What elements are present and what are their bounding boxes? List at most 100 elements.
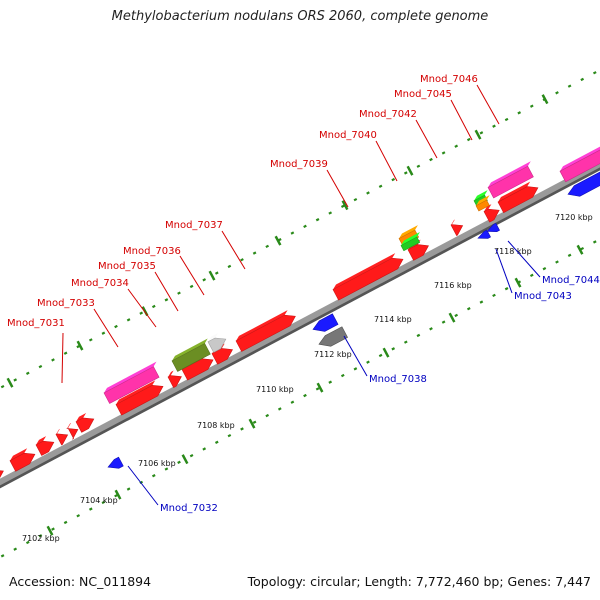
gene-block[interactable] [567, 170, 600, 197]
major-tick-lower [181, 454, 189, 465]
gene-label[interactable]: Mnod_7038 [369, 374, 427, 385]
tick-label: 7106 kbp [138, 459, 176, 468]
tick-dot-lower [315, 387, 320, 391]
label-leader-line [495, 248, 513, 294]
tick-dot-lower [454, 313, 459, 318]
gene-label[interactable]: Mnod_7043 [514, 291, 572, 302]
tick-dot-upper [177, 291, 181, 295]
gene-block-top [484, 204, 492, 212]
gene-block[interactable] [167, 375, 182, 388]
tick-dot-lower [504, 287, 509, 291]
gene-block[interactable] [332, 257, 404, 301]
genome-title: Methylobacterium nodulans ORS 2060, comp… [111, 9, 489, 24]
tick-dot-lower [479, 300, 484, 304]
tick-dot-lower [555, 260, 559, 264]
gene-label[interactable]: Mnod_7031 [7, 318, 65, 329]
major-tick-lower [248, 418, 256, 429]
label-leader-line [93, 308, 119, 348]
tick-dot-lower [252, 420, 257, 424]
gene-label[interactable]: Mnod_7042 [359, 109, 417, 120]
gene-block-top [67, 422, 71, 429]
major-tick-upper [208, 270, 216, 281]
tick-dot-upper [328, 211, 333, 215]
tick-dot-upper [567, 84, 572, 88]
tick-dot-lower [340, 373, 345, 378]
gene-block[interactable] [171, 343, 211, 372]
tick-dot-upper [340, 204, 345, 208]
gene-block[interactable] [318, 326, 348, 347]
label-leader-line [415, 119, 438, 159]
gene-block-top [498, 181, 531, 203]
genome-summary: Topology: circular; Length: 7,772,460 bp… [247, 574, 591, 589]
gene-block[interactable] [450, 224, 464, 236]
gene-block[interactable] [207, 337, 227, 353]
gene-block[interactable] [235, 314, 296, 352]
label-leader-line [507, 240, 541, 278]
gene-block[interactable] [0, 470, 4, 482]
gene-block[interactable] [497, 186, 539, 214]
gene-block[interactable] [486, 222, 500, 232]
gene-block[interactable] [66, 427, 79, 440]
gene-block[interactable] [181, 358, 214, 381]
gene-label[interactable]: Mnod_7034 [71, 278, 129, 289]
gene-block[interactable] [559, 148, 600, 183]
gene-label[interactable]: Mnod_7033 [37, 298, 95, 309]
tick-label: 7114 kbp [374, 315, 412, 324]
gene-label[interactable]: Mnod_7035 [98, 261, 156, 272]
gene-block-top [10, 448, 28, 461]
gene-label[interactable]: Mnod_7046 [420, 74, 478, 85]
tick-dot-lower [13, 547, 18, 551]
gene-block[interactable] [103, 366, 160, 404]
gene-block[interactable] [312, 313, 339, 332]
gene-block[interactable] [407, 244, 429, 261]
tick-dot-lower [25, 540, 30, 545]
label-leader-line [375, 140, 398, 182]
tick-dot-lower [151, 474, 156, 478]
gene-block[interactable] [487, 165, 534, 199]
tick-dot-upper [139, 311, 144, 315]
label-leader-line [154, 271, 179, 312]
gene-label[interactable]: Mnod_7032 [160, 503, 218, 514]
major-tick-lower [316, 382, 324, 393]
tick-dot-lower [38, 534, 43, 538]
gene-label[interactable]: Mnod_7045 [394, 89, 452, 100]
gene-block[interactable] [475, 199, 490, 212]
tick-dot-upper [403, 171, 408, 175]
major-tick-lower [382, 347, 390, 358]
gene-block[interactable] [9, 452, 36, 472]
tick-label: 7112 kbp [314, 350, 352, 359]
gene-block-top [172, 338, 208, 361]
gene-block[interactable] [483, 208, 500, 223]
gene-block-top [333, 253, 396, 290]
gene-block-top [476, 195, 490, 206]
tick-dot-lower [101, 500, 106, 505]
gene-block[interactable] [55, 433, 69, 446]
gene-label[interactable]: Mnod_7037 [165, 220, 223, 231]
gene-label[interactable]: Mnod_7039 [270, 159, 328, 170]
gene-block-top [451, 219, 455, 225]
gene-label[interactable]: Mnod_7040 [319, 130, 377, 141]
major-tick-upper [76, 340, 84, 351]
gene-block[interactable] [477, 229, 491, 239]
label-leader-line [476, 84, 500, 125]
label-leader-line [61, 332, 64, 384]
gene-block-top [401, 232, 420, 246]
tick-dot-upper [315, 217, 320, 222]
gene-block-top [168, 370, 174, 377]
gene-block-top [116, 380, 156, 405]
gene-block[interactable] [211, 348, 233, 365]
gene-block[interactable] [75, 417, 95, 433]
tick-dot-lower [366, 360, 370, 364]
gene-block[interactable] [107, 456, 124, 469]
gene-label[interactable]: Mnod_7036 [123, 246, 181, 257]
gene-block[interactable] [115, 385, 164, 416]
tick-dot-upper [101, 331, 106, 335]
tick-dot-upper [466, 137, 471, 142]
gene-block[interactable] [35, 440, 55, 456]
tick-dot-lower [126, 487, 131, 491]
tick-dot-upper [214, 271, 219, 275]
tick-dot-upper [164, 298, 169, 302]
gene-block-top [104, 361, 157, 393]
gene-block[interactable] [400, 236, 421, 252]
gene-label[interactable]: Mnod_7044 [542, 275, 600, 286]
